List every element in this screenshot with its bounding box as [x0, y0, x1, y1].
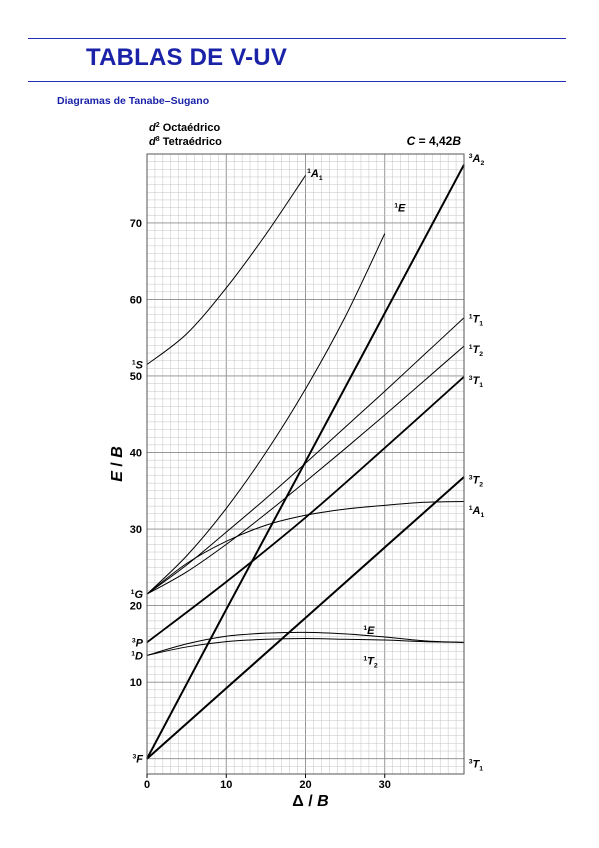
- x-tick-label: 10: [220, 779, 232, 791]
- y-tick-label: 20: [130, 601, 142, 613]
- term-label-1d: 1D: [131, 650, 143, 662]
- term-label-1s: 1S: [132, 359, 144, 371]
- header-rule-top: [28, 38, 566, 39]
- section-title: Diagramas de Tanabe–Sugano: [57, 95, 210, 107]
- x-tick-label: 20: [299, 779, 311, 791]
- chart-title-line: d2 Octaédrico: [149, 122, 220, 134]
- grid: [146, 153, 465, 775]
- term-label-3p: 3P: [132, 637, 144, 649]
- series-line-1e-9: [146, 233, 386, 595]
- page-title: TABLAS DE V-UV: [86, 44, 288, 71]
- y-tick-label: 60: [130, 294, 142, 306]
- curve-label-1t2: 1T2: [469, 344, 484, 358]
- header-rule-bottom: [28, 81, 566, 82]
- series-line-1t2-7: [146, 638, 465, 656]
- y-tick-label: 70: [130, 218, 142, 230]
- series-line-3t2-4: [146, 476, 465, 760]
- y-tick-label: 40: [130, 448, 142, 460]
- y-tick-label: 10: [130, 677, 142, 689]
- curve-label-1a1: 1A1: [307, 168, 323, 182]
- curve-label-1e: 1E: [363, 625, 375, 637]
- curve-label-3a2: 3A2: [469, 153, 485, 167]
- series-line-1a1-8: [146, 175, 306, 365]
- curve-label-3t1: 3T1: [469, 758, 484, 772]
- series-line-1t1-1: [146, 345, 465, 595]
- x-axis-label: Δ / B: [292, 793, 328, 810]
- curve-label-1e: 1E: [394, 203, 406, 215]
- chart-annotation: C = 4,42B: [407, 134, 462, 148]
- curve-label-3t1: 3T1: [469, 375, 484, 389]
- x-tick-label: 0: [144, 779, 150, 791]
- y-tick-label: 30: [130, 524, 142, 536]
- curve-label-1t1: 1T1: [469, 314, 484, 328]
- curve-label-1t2: 1T2: [363, 656, 378, 670]
- y-axis-label: E / B: [109, 446, 126, 482]
- series-line-3a2-0: [146, 164, 465, 760]
- series-line-1a1-5: [146, 501, 465, 595]
- term-label-3f: 3F: [132, 754, 143, 766]
- series-line-1e-6: [146, 631, 465, 656]
- series-line-3t1-3: [146, 376, 465, 644]
- x-tick-label: 30: [379, 779, 391, 791]
- chart-title-line: d8 Tetraédrico: [149, 136, 222, 148]
- curve-label-1a1: 1A1: [469, 505, 485, 519]
- term-label-1g: 1G: [131, 589, 144, 601]
- y-tick-label: 50: [130, 371, 142, 383]
- curve-label-3t2: 3T2: [469, 474, 484, 488]
